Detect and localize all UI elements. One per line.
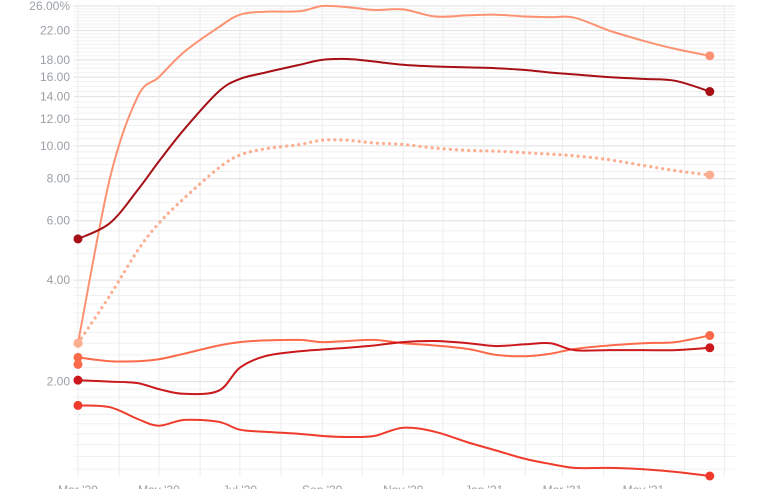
series-2 (73, 57, 715, 244)
y-tick-label: 10.00 (40, 139, 70, 153)
x-tick-label: Mar '21 (543, 483, 583, 489)
y-tick-label: 18.00 (40, 53, 70, 67)
y-tick-label: 6.00 (47, 214, 71, 228)
x-axis-ticks: Mar '20 May '20 Jul '20 Sep '20 Nov '20 Jan '… (58, 483, 664, 489)
series-line (77, 4, 711, 345)
series-line (77, 339, 711, 396)
series-start-point (73, 352, 83, 362)
series-line (77, 57, 711, 240)
series-start-point (73, 234, 83, 244)
y-tick-label: 2.00 (47, 375, 71, 389)
series-4 (73, 331, 715, 363)
series-group (73, 4, 715, 481)
y-tick-label: 26.00% (29, 0, 70, 13)
y-tick-label: 16.00 (40, 70, 70, 84)
series-6 (73, 400, 715, 481)
y-tick-label: 22.00 (40, 23, 70, 37)
x-tick-label: Sep '20 (302, 483, 343, 489)
series-line (77, 334, 711, 363)
series-7 (73, 359, 83, 369)
y-tick-label: 8.00 (47, 172, 71, 186)
x-tick-label: Jan '21 (465, 483, 504, 489)
x-tick-label: May '21 (623, 483, 665, 489)
series-line (77, 404, 711, 477)
x-tick-label: Jul '20 (223, 483, 258, 489)
x-tick-label: May '20 (138, 483, 180, 489)
series-5 (73, 339, 715, 396)
y-tick-label: 4.00 (47, 273, 71, 287)
series-start-point (73, 400, 83, 410)
series-3 (73, 138, 715, 348)
series-end-point (705, 471, 715, 481)
series-end-point (705, 51, 715, 61)
series-end-point (705, 87, 715, 97)
series-start-point (73, 375, 83, 385)
y-tick-label: 12.00 (40, 112, 70, 126)
series-1 (73, 4, 715, 348)
y-axis-ticks: 2.00 4.00 6.00 8.00 10.00 12.00 14.00 16.00 18.0… (29, 0, 70, 389)
x-tick-label: Mar '20 (58, 483, 98, 489)
series-start-point (73, 338, 83, 348)
series-line (76, 138, 712, 345)
grid (74, 5, 735, 476)
series-end-point (705, 331, 715, 341)
y-tick-label: 14.00 (40, 90, 70, 104)
series-end-point (705, 343, 715, 353)
series-start-point (73, 359, 83, 369)
x-tick-label: Nov '20 (383, 483, 424, 489)
series-end-point (705, 170, 715, 180)
